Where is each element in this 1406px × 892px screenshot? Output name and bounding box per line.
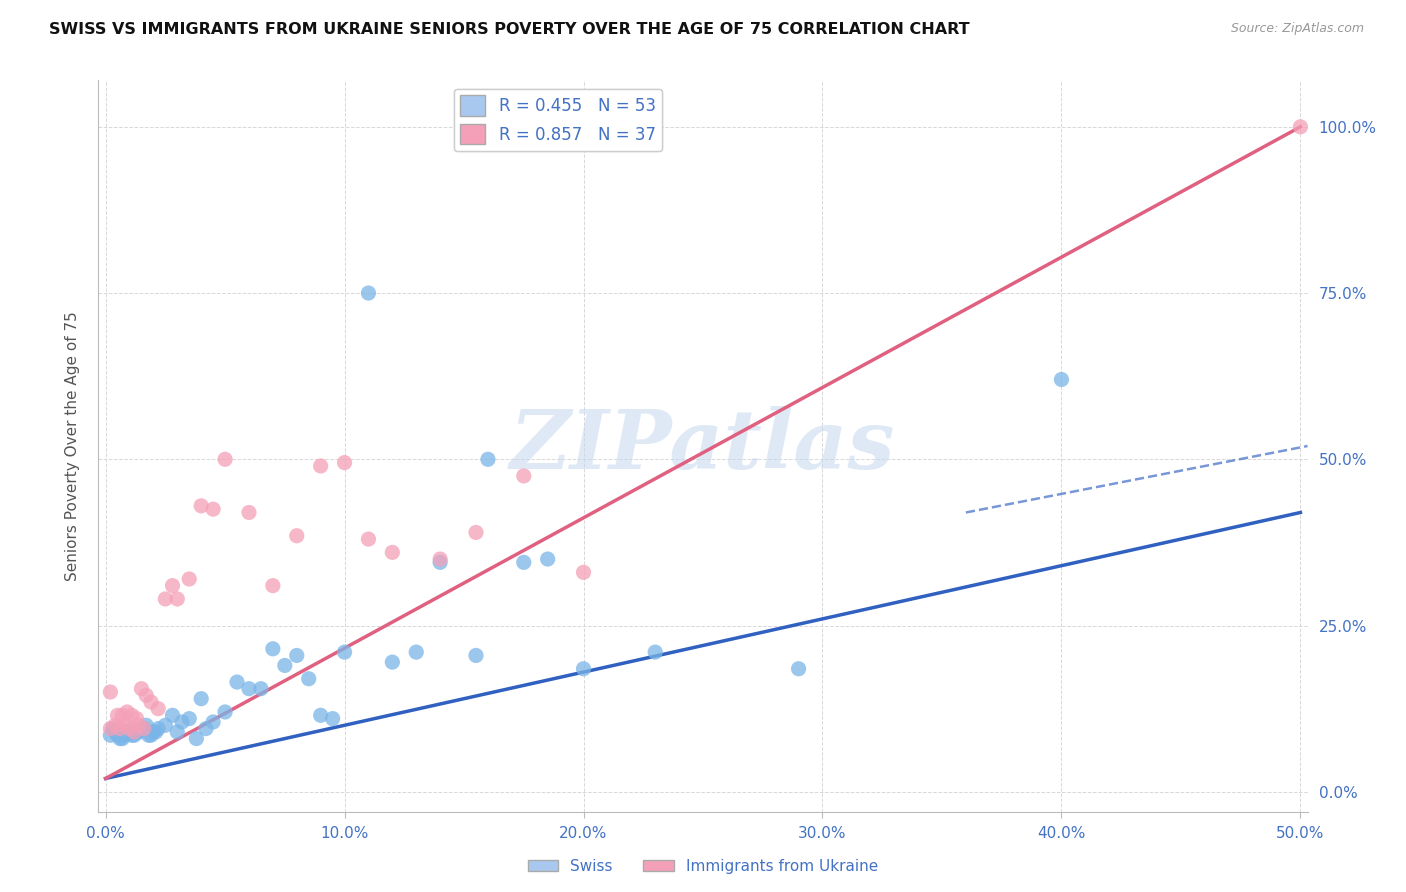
Point bbox=[357, 286, 380, 301]
Point bbox=[142, 725, 165, 739]
Point bbox=[1050, 372, 1073, 386]
Point bbox=[118, 722, 141, 736]
Point bbox=[429, 552, 451, 566]
Legend: R = 0.455   N = 53, R = 0.857   N = 37: R = 0.455 N = 53, R = 0.857 N = 37 bbox=[454, 88, 662, 151]
Point bbox=[214, 705, 236, 719]
Point bbox=[429, 555, 451, 569]
Point bbox=[145, 725, 167, 739]
Point bbox=[125, 725, 148, 739]
Point bbox=[333, 456, 356, 470]
Point bbox=[166, 591, 188, 606]
Point bbox=[131, 681, 153, 696]
Point bbox=[333, 645, 356, 659]
Point bbox=[190, 499, 212, 513]
Text: SWISS VS IMMIGRANTS FROM UKRAINE SENIORS POVERTY OVER THE AGE OF 75 CORRELATION : SWISS VS IMMIGRANTS FROM UKRAINE SENIORS… bbox=[49, 22, 970, 37]
Point bbox=[118, 725, 141, 739]
Point bbox=[122, 725, 145, 739]
Point bbox=[104, 718, 127, 732]
Point bbox=[135, 718, 157, 732]
Point bbox=[262, 579, 284, 593]
Point bbox=[108, 722, 131, 736]
Point bbox=[107, 728, 129, 742]
Point bbox=[111, 731, 134, 746]
Point bbox=[131, 722, 153, 736]
Point bbox=[202, 502, 225, 516]
Point bbox=[1289, 120, 1312, 134]
Point bbox=[381, 545, 404, 559]
Point bbox=[162, 708, 184, 723]
Point bbox=[202, 714, 225, 729]
Point bbox=[644, 645, 666, 659]
Point bbox=[125, 712, 148, 726]
Point bbox=[122, 728, 145, 742]
Point bbox=[115, 705, 138, 719]
Point bbox=[162, 579, 184, 593]
Point bbox=[238, 681, 260, 696]
Point bbox=[155, 718, 177, 732]
Point bbox=[170, 714, 193, 729]
Point bbox=[139, 728, 162, 742]
Point bbox=[128, 718, 150, 732]
Point bbox=[262, 641, 284, 656]
Point bbox=[179, 572, 201, 586]
Legend: Swiss, Immigrants from Ukraine: Swiss, Immigrants from Ukraine bbox=[522, 853, 884, 880]
Point bbox=[274, 658, 297, 673]
Point bbox=[309, 708, 332, 723]
Point bbox=[166, 725, 188, 739]
Point bbox=[787, 662, 810, 676]
Point bbox=[128, 725, 150, 739]
Point bbox=[298, 672, 321, 686]
Point bbox=[381, 655, 404, 669]
Point bbox=[108, 731, 131, 746]
Point bbox=[132, 722, 155, 736]
Point bbox=[98, 685, 121, 699]
Point bbox=[155, 591, 177, 606]
Point bbox=[513, 469, 536, 483]
Y-axis label: Seniors Poverty Over the Age of 75: Seniors Poverty Over the Age of 75 bbox=[65, 311, 80, 581]
Point bbox=[146, 701, 169, 715]
Point bbox=[186, 731, 208, 746]
Point bbox=[101, 722, 124, 736]
Point bbox=[104, 725, 127, 739]
Point bbox=[465, 648, 488, 663]
Point bbox=[190, 691, 212, 706]
Point bbox=[135, 689, 157, 703]
Point bbox=[132, 722, 155, 736]
Point bbox=[309, 458, 332, 473]
Point bbox=[107, 708, 129, 723]
Point bbox=[179, 712, 201, 726]
Point bbox=[250, 681, 273, 696]
Point bbox=[121, 708, 143, 723]
Point bbox=[238, 506, 260, 520]
Point bbox=[114, 728, 136, 742]
Point bbox=[115, 725, 138, 739]
Point bbox=[98, 722, 121, 736]
Point bbox=[146, 722, 169, 736]
Point bbox=[194, 722, 217, 736]
Point bbox=[357, 532, 380, 546]
Point bbox=[98, 728, 121, 742]
Point bbox=[537, 552, 560, 566]
Point bbox=[465, 525, 488, 540]
Point bbox=[405, 645, 427, 659]
Point bbox=[121, 728, 143, 742]
Point bbox=[285, 529, 308, 543]
Point bbox=[513, 555, 536, 569]
Point bbox=[114, 718, 136, 732]
Point bbox=[214, 452, 236, 467]
Point bbox=[138, 728, 160, 742]
Point bbox=[322, 712, 344, 726]
Text: Source: ZipAtlas.com: Source: ZipAtlas.com bbox=[1230, 22, 1364, 36]
Point bbox=[572, 662, 595, 676]
Point bbox=[139, 695, 162, 709]
Point bbox=[572, 566, 595, 580]
Point bbox=[285, 648, 308, 663]
Point bbox=[477, 452, 499, 467]
Point bbox=[226, 675, 249, 690]
Text: ZIPatlas: ZIPatlas bbox=[510, 406, 896, 486]
Point bbox=[111, 708, 134, 723]
